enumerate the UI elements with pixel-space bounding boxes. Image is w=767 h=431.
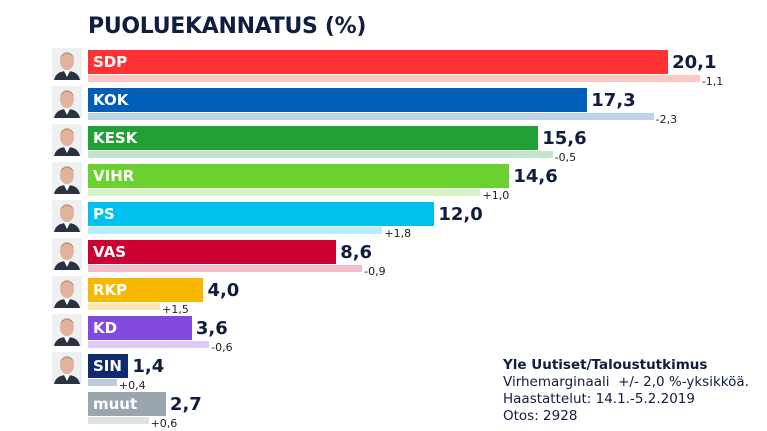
margin-of-error: Virhemarginaali +/- 2,0 %-yksikköä.	[503, 374, 749, 390]
party-label: VIHR	[93, 167, 135, 185]
interview-dates: Haastattelut: 14.1.-5.2.2019	[503, 391, 695, 407]
change-label: -0,5	[554, 151, 577, 164]
change-label: +0,4	[118, 379, 146, 392]
value-label: 12,0	[438, 204, 483, 225]
change-label: -0,9	[364, 265, 386, 278]
previous-bar-sin	[88, 379, 117, 386]
previous-bar-kd	[88, 341, 210, 348]
chart-title: PUOLUEKANNATUS (%)	[88, 14, 367, 39]
change-label: -0,6	[211, 341, 233, 354]
party-label: SDP	[93, 53, 128, 71]
portrait-kesk	[52, 124, 82, 156]
bar-rkp	[88, 278, 204, 302]
bar-kd	[88, 316, 192, 340]
bar-vihr	[88, 164, 510, 188]
value-label: 2,7	[169, 394, 202, 415]
bar-muut	[88, 392, 166, 416]
portrait-rkp	[52, 276, 82, 308]
bar-sin	[88, 354, 129, 378]
change-label: -2,3	[655, 113, 678, 126]
party-label: RKP	[93, 281, 128, 299]
change-label: +1,8	[384, 227, 412, 240]
change-label: +1,0	[482, 189, 510, 202]
portrait-sdp	[52, 48, 82, 80]
value-label: 8,6	[340, 242, 373, 263]
portrait-ps	[52, 200, 82, 232]
bar-ps	[88, 202, 435, 226]
party-label: PS	[93, 205, 115, 223]
source-name: Yle Uutiset/Taloustutkimus	[503, 357, 708, 373]
previous-bar-vihr	[88, 189, 481, 196]
previous-bar-ps	[88, 227, 383, 234]
value-label: 20,1	[672, 52, 717, 73]
value-label: 4,0	[207, 280, 240, 301]
value-label: 1,4	[132, 356, 165, 377]
bar-kesk	[88, 126, 539, 150]
party-label: KESK	[93, 129, 138, 147]
portrait-vas	[52, 238, 82, 270]
bar-sdp	[88, 50, 669, 74]
value-label: 14,6	[513, 166, 558, 187]
party-label: KOK	[93, 91, 129, 109]
bar-kok	[88, 88, 588, 112]
portrait-vihr	[52, 162, 82, 194]
sample-size: Otos: 2928	[503, 408, 578, 424]
portrait-kd	[52, 314, 82, 346]
value-label: 3,6	[195, 318, 228, 339]
source-note: Yle Uutiset/Taloustutkimus Virhemarginaa…	[503, 357, 749, 425]
previous-bar-kok	[88, 113, 654, 120]
bar-vas	[88, 240, 337, 264]
previous-bar-rkp	[88, 303, 161, 310]
party-label: KD	[93, 319, 118, 337]
portrait-sin	[52, 352, 82, 384]
change-label: -1,1	[701, 75, 724, 88]
value-label: 17,3	[591, 90, 636, 111]
previous-bar-vas	[88, 265, 363, 272]
change-label: +1,5	[162, 303, 189, 316]
previous-bar-kesk	[88, 151, 553, 158]
previous-bar-muut	[88, 417, 149, 424]
previous-bar-sdp	[88, 75, 700, 82]
portrait-kok	[52, 86, 82, 118]
party-label: SIN	[93, 357, 122, 375]
change-label: +0,6	[150, 417, 178, 430]
value-label: 15,6	[542, 128, 587, 149]
party-label: muut	[93, 395, 138, 413]
party-label: VAS	[93, 243, 127, 261]
